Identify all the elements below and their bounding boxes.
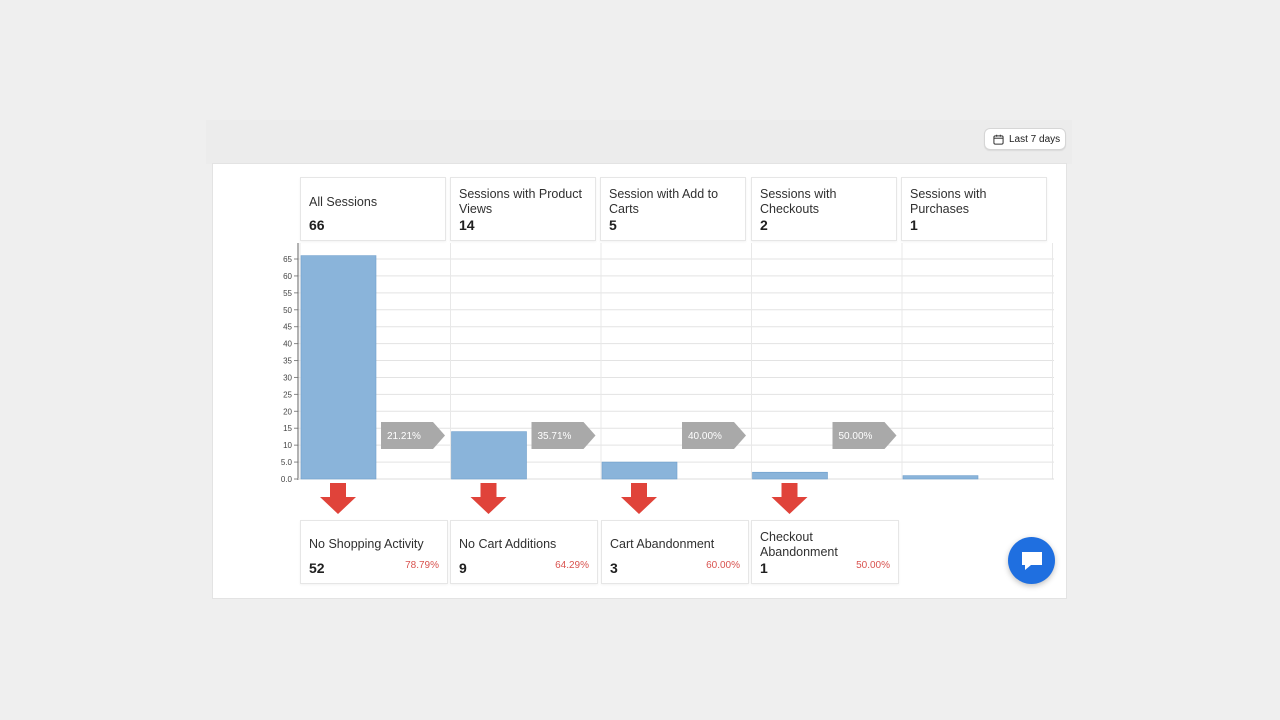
funnel-bar-5 bbox=[902, 475, 979, 480]
dropoff-card-no-shopping-activity: No Shopping Activity 52 78.79% bbox=[300, 520, 448, 584]
y-tick-label: 50 bbox=[283, 306, 292, 315]
calendar-icon bbox=[993, 134, 1004, 145]
dropoff-percentage: 60.00% bbox=[706, 560, 740, 571]
y-tick-label: 0.0 bbox=[281, 475, 293, 484]
dropoff-card-checkout-abandonment: Checkout Abandonment 1 50.00% bbox=[751, 520, 899, 584]
stage-label: Sessions with Checkouts bbox=[760, 187, 837, 216]
dropoff-percentage: 50.00% bbox=[856, 560, 890, 571]
dropoff-label: Cart Abandonment bbox=[610, 537, 715, 551]
funnel-bar-3 bbox=[601, 461, 678, 480]
y-tick-label: 15 bbox=[283, 424, 292, 433]
funnel-bar-1 bbox=[300, 255, 377, 480]
stage-card-checkouts: Sessions with Checkouts 2 bbox=[751, 177, 897, 241]
dropoff-value: 52 bbox=[309, 560, 325, 576]
toolbar-strip bbox=[206, 120, 1072, 164]
y-tick-label: 20 bbox=[283, 407, 292, 416]
stage-value: 5 bbox=[609, 217, 617, 233]
stage-value: 2 bbox=[760, 217, 768, 233]
funnel-bar-2 bbox=[451, 431, 527, 480]
stage-label: Session with Add to Carts bbox=[609, 187, 719, 216]
dropoff-arrow-icon bbox=[470, 483, 507, 514]
y-tick-label: 25 bbox=[283, 390, 292, 399]
stage-card-purchases: Sessions with Purchases 1 bbox=[901, 177, 1047, 241]
stage-card-add-to-carts: Session with Add to Carts 5 bbox=[600, 177, 746, 241]
y-tick-label: 40 bbox=[283, 340, 292, 349]
stage-card-product-views: Sessions with Product Views 14 bbox=[450, 177, 596, 241]
conversion-rate-label: 50.00% bbox=[839, 431, 873, 442]
chat-button[interactable] bbox=[1008, 537, 1055, 584]
dropoff-card-no-cart-additions: No Cart Additions 9 64.29% bbox=[450, 520, 598, 584]
conversion-rate-label: 21.21% bbox=[387, 431, 421, 442]
stage-value: 14 bbox=[459, 217, 475, 233]
dropoff-card-cart-abandonment: Cart Abandonment 3 60.00% bbox=[601, 520, 749, 584]
dropoff-label: No Shopping Activity bbox=[309, 537, 424, 551]
dropoff-value: 1 bbox=[760, 560, 768, 576]
conversion-rate-label: 40.00% bbox=[688, 431, 722, 442]
y-tick-label: 30 bbox=[283, 373, 292, 382]
conversion-rate-label: 35.71% bbox=[538, 431, 572, 442]
stage-label: All Sessions bbox=[309, 195, 378, 209]
conversion-arrow bbox=[531, 422, 596, 449]
dropoff-arrow-icon bbox=[771, 483, 808, 514]
stage-label: Sessions with Product Views bbox=[459, 187, 582, 216]
dropoff-label: No Cart Additions bbox=[459, 537, 557, 551]
y-tick-label: 35 bbox=[283, 357, 292, 366]
y-tick-label: 60 bbox=[283, 272, 292, 281]
conversion-arrow bbox=[682, 422, 746, 449]
dropoff-percentage: 64.29% bbox=[555, 560, 589, 571]
y-tick-label: 10 bbox=[283, 441, 292, 450]
date-range-label: Last 7 days bbox=[1009, 133, 1061, 145]
dropoff-label: Checkout Abandonment bbox=[760, 530, 838, 559]
dropoff-value: 9 bbox=[459, 560, 467, 576]
y-tick-label: 45 bbox=[283, 323, 292, 332]
dropoff-arrow-icon bbox=[320, 483, 356, 514]
funnel-bar-4 bbox=[752, 471, 828, 480]
dropoff-arrow-icon bbox=[621, 483, 657, 514]
stage-card-all-sessions: All Sessions 66 bbox=[300, 177, 446, 241]
dropoff-percentage: 78.79% bbox=[405, 560, 439, 571]
stage-value: 66 bbox=[309, 217, 325, 233]
dropoff-value: 3 bbox=[610, 560, 618, 576]
y-tick-label: 55 bbox=[283, 289, 292, 298]
chat-bubble-icon bbox=[1021, 551, 1042, 570]
conversion-arrow bbox=[832, 422, 897, 449]
date-range-button[interactable]: Last 7 days bbox=[984, 128, 1066, 150]
y-tick-label: 65 bbox=[283, 255, 292, 264]
stage-label: Sessions with Purchases bbox=[910, 187, 987, 216]
conversion-arrow bbox=[381, 422, 445, 449]
y-tick-label: 5.0 bbox=[281, 458, 293, 467]
stage-value: 1 bbox=[910, 217, 918, 233]
